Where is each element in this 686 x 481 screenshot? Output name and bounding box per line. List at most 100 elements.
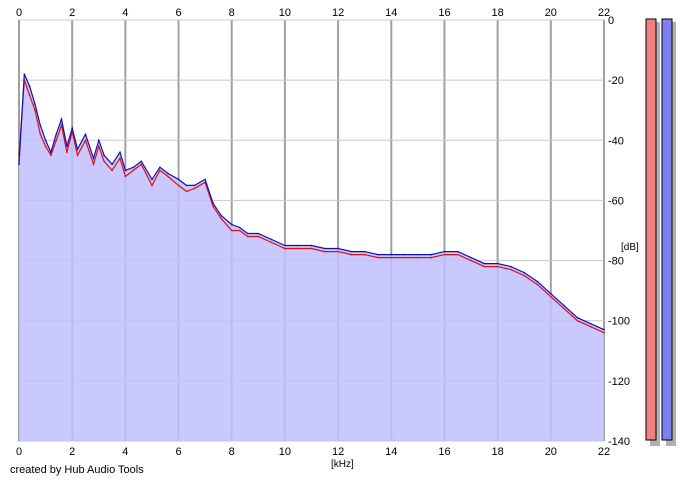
data-point (390, 253, 393, 256)
data-point (238, 226, 241, 229)
data-point (28, 85, 31, 87)
x-tick-label-bottom: 16 (438, 446, 450, 458)
y-tick-labels: 0 -20 -40 -60 -80 -100 -120 -140 (608, 15, 630, 448)
x-tick-label-top: 22 (598, 7, 610, 19)
data-point (550, 292, 552, 295)
data-point (270, 238, 273, 241)
data-point (230, 229, 233, 232)
data-point (119, 157, 121, 160)
x-tick-label-bottom: 20 (545, 446, 557, 458)
data-point (124, 169, 127, 172)
series-lines (18, 73, 605, 334)
data-point (430, 256, 433, 259)
x-tick-label-top: 4 (122, 7, 128, 19)
data-point (550, 295, 552, 298)
y-tick-label: -60 (608, 195, 624, 207)
x-tick-label-bottom: 14 (385, 446, 397, 458)
data-point (23, 73, 26, 75)
data-point (76, 154, 79, 157)
data-point (443, 250, 446, 253)
x-tick-label-bottom: 4 (122, 446, 128, 458)
data-point (220, 217, 222, 220)
data-point (124, 175, 127, 178)
data-point (324, 247, 326, 250)
data-point (28, 94, 31, 96)
data-point (270, 241, 273, 244)
data-point (470, 259, 472, 262)
data-point (483, 265, 486, 268)
data-point (603, 328, 605, 331)
data-point (34, 109, 36, 111)
data-point (167, 172, 169, 175)
data-point (337, 250, 339, 253)
y-tick-label: 0 (608, 15, 614, 27)
data-point (212, 205, 214, 208)
data-point (44, 139, 47, 142)
x-tick-label-bottom: 8 (229, 446, 235, 458)
data-point (417, 256, 419, 259)
data-point (350, 253, 353, 256)
x-tick-label-bottom: 12 (332, 446, 344, 458)
data-point (510, 265, 512, 268)
y-tick-label: -20 (608, 75, 624, 87)
x-tick-label-top: 14 (385, 7, 397, 19)
data-point (496, 262, 499, 265)
x-tick-label-top: 6 (175, 7, 181, 19)
y-tick-label: -80 (608, 256, 624, 268)
data-point (536, 283, 539, 286)
series-line-1 (18, 79, 605, 334)
data-point (238, 229, 241, 232)
data-point (563, 304, 565, 307)
data-point (103, 160, 105, 163)
data-point (151, 178, 153, 181)
data-point (18, 163, 20, 166)
x-tick-label-top: 16 (438, 7, 450, 19)
data-point (284, 244, 286, 247)
x-tick-label-bottom: 10 (279, 446, 291, 458)
x-tick-label-bottom: 6 (175, 446, 181, 458)
y-axis-title: [dB] (621, 242, 639, 253)
credit-text: created by Hub Audio Tools (10, 464, 144, 476)
data-point (84, 133, 87, 136)
data-point (159, 166, 161, 169)
y-tick-label: -120 (608, 376, 630, 388)
data-point (310, 244, 313, 247)
data-point (536, 280, 539, 283)
data-point (98, 139, 100, 142)
data-point (363, 250, 366, 253)
data-point (92, 163, 95, 166)
x-tick-label-bottom: 2 (69, 446, 75, 458)
data-point (66, 151, 68, 154)
data-point (103, 154, 105, 157)
data-point (470, 256, 472, 259)
data-point (576, 319, 579, 322)
data-point (257, 232, 260, 235)
data-point (403, 256, 406, 259)
data-point (167, 175, 169, 178)
data-point (193, 187, 196, 190)
data-point (257, 235, 260, 238)
data-point (246, 235, 249, 238)
data-point (92, 157, 95, 160)
data-point (185, 184, 188, 187)
series-line-2 (18, 73, 605, 331)
data-point (297, 244, 300, 247)
right-level-meter (661, 18, 673, 441)
data-point (177, 178, 180, 181)
data-point (510, 268, 512, 271)
data-point (350, 250, 353, 253)
x-axis-title: [kHz] (331, 459, 354, 470)
x-tick-label-top: 18 (492, 7, 504, 19)
data-point (140, 160, 143, 163)
data-point (60, 124, 63, 127)
y-tick-label: -140 (608, 436, 630, 448)
data-point (377, 256, 379, 259)
data-point (132, 169, 135, 172)
data-point (193, 184, 196, 187)
data-point (60, 118, 63, 120)
data-point (589, 322, 592, 325)
data-point (55, 139, 57, 142)
data-point (403, 253, 406, 256)
x-tick-label-top: 8 (229, 7, 235, 19)
data-point (39, 133, 42, 136)
